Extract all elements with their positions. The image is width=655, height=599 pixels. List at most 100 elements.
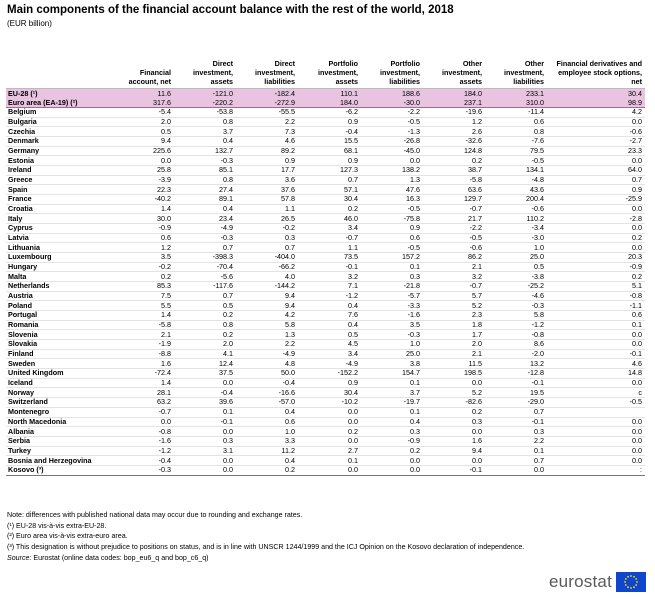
country-name-cell: Greece [6, 175, 122, 186]
table-row: Denmark 9.4 0.4 4.6 15.5 -26.8 -32.6 -7.6 -2.7 [6, 136, 645, 147]
table-row: Slovenia 2.1 0.2 1.3 0.5 -0.3 1.7 -0.8 0.0 [6, 329, 645, 341]
value-cell: -4.9 [236, 349, 298, 360]
value-cell: 5.8 [236, 320, 298, 331]
value-cell: 89.1 [174, 194, 236, 205]
source-line: Source: Eurostat (online data codes: bop… [7, 553, 524, 564]
eu-flag-icon [616, 572, 646, 592]
value-cell: -0.5 [423, 233, 485, 244]
value-cell: -0.3 [174, 233, 236, 244]
value-cell: 4.2 [236, 310, 298, 321]
value-cell: 0.4 [236, 406, 298, 418]
country-name-cell: Switzerland [6, 397, 122, 408]
value-cell: 0.0 [485, 465, 547, 476]
value-cell: 0.4 [236, 455, 298, 466]
value-cell: -4.8 [485, 175, 547, 186]
country-name-cell: Estonia [6, 155, 122, 167]
value-cell: 3.7 [361, 387, 423, 399]
value-cell: -0.1 [298, 262, 361, 273]
value-cell: 0.0 [298, 417, 361, 428]
value-cell: 2.0 [122, 117, 174, 128]
value-cell: -0.9 [547, 262, 645, 273]
value-cell: 0.2 [236, 465, 298, 476]
value-cell: -3.4 [485, 223, 547, 234]
table-row: North Macedonia 0.0 -0.1 0.6 0.0 0.4 0.3 -0.1 0.… [6, 417, 645, 428]
value-cell: -0.4 [174, 387, 236, 399]
value-cell: -1.2 [122, 446, 174, 457]
value-cell: 1.1 [236, 204, 298, 215]
value-cell: -3.3 [361, 300, 423, 312]
value-cell: -1.6 [361, 310, 423, 321]
value-cell: 0.3 [485, 426, 547, 437]
table-row: Croatia 1.4 0.4 1.1 0.2 -0.5 -0.7 -0.6 0.0 [6, 204, 645, 215]
value-cell: 0.1 [174, 406, 236, 418]
value-cell: 30.4 [298, 194, 361, 205]
table-row: Greece -3.9 0.8 3.6 0.7 1.3 -5.8 -4.8 0.7 [6, 175, 645, 186]
value-cell: 3.2 [423, 271, 485, 283]
value-cell: 154.7 [361, 368, 423, 379]
country-name-cell: Finland [6, 349, 122, 360]
value-cell: 0.2 [423, 155, 485, 167]
value-cell: 0.3 [423, 417, 485, 428]
value-cell: 98.9 [547, 98, 645, 108]
value-cell: -25.2 [485, 281, 547, 292]
value-cell: -53.8 [174, 107, 236, 118]
value-cell: -0.7 [298, 233, 361, 244]
value-cell: 0.0 [547, 417, 645, 428]
value-cell: 2.1 [122, 329, 174, 341]
value-cell: -0.5 [361, 204, 423, 215]
country-name-cell: United Kingdom [6, 368, 122, 379]
value-cell: 3.7 [174, 126, 236, 137]
country-name-cell: Romania [6, 320, 122, 331]
table-row: Latvia 0.6 -0.3 0.3 -0.7 0.6 -0.5 -3.0 0.2 [6, 233, 645, 244]
column-header: Other investment, liabilities [485, 43, 547, 89]
country-name-cell: Cyprus [6, 223, 122, 234]
country-name-cell: Albania [6, 426, 122, 437]
table-row: Switzerland 63.2 39.6 -57.0 -10.2 -19.7 -82.6-… [6, 397, 645, 408]
value-cell: 0.5 [298, 329, 361, 341]
value-cell: -1.2 [485, 320, 547, 331]
aggregate-row: Euro area (EA-19) (²) 317.6 -220.2 -272.9 18… [6, 98, 645, 108]
value-cell: 5.2 [423, 300, 485, 312]
value-cell: 0.5 [174, 300, 236, 312]
logo-text: eurostat [548, 572, 612, 591]
value-cell: 200.4 [485, 194, 547, 205]
value-cell: 5.2 [423, 387, 485, 399]
value-cell: -0.1 [485, 377, 547, 389]
value-cell: -2.2 [423, 223, 485, 234]
value-cell: 0.2 [423, 406, 485, 418]
value-cell: 7.3 [236, 126, 298, 137]
table-row: Hungary -0.2 -70.4 -66.2 -0.1 0.1 2.1 0.5 -0.9 [6, 262, 645, 273]
value-cell: 134.1 [485, 165, 547, 176]
value-cell: -0.1 [174, 417, 236, 428]
financial-account-table: Financial account, net Direct investment,… [6, 43, 645, 476]
eurostat-logo: eurostat [549, 572, 646, 592]
value-cell: -144.2 [236, 281, 298, 292]
value-cell: 1.0 [485, 242, 547, 254]
value-cell: 57.8 [236, 194, 298, 205]
value-cell: 188.6 [361, 88, 423, 98]
value-cell: -0.4 [122, 455, 174, 466]
page-title: Main components of the financial account… [7, 4, 454, 16]
country-name-cell: Montenegro [6, 406, 122, 418]
country-name-cell: Turkey [6, 446, 122, 457]
value-cell: 3.4 [298, 349, 361, 360]
value-cell: 57.1 [298, 184, 361, 196]
value-cell: -0.7 [122, 406, 174, 418]
value-cell: 0.9 [236, 155, 298, 167]
value-cell: 50.0 [236, 368, 298, 379]
column-header: Other investment, assets [423, 43, 485, 89]
value-cell: 225.6 [122, 146, 174, 157]
value-cell: 0.0 [547, 426, 645, 437]
table-row: Norway 28.1 -0.4 -16.6 30.4 3.7 5.2 19.5 c [6, 387, 645, 399]
value-cell: -30.0 [361, 98, 423, 108]
table-row: Belgium -5.4 -53.8 -55.5 -6.2 -2.2 -19.6 -11.4 4… [6, 107, 645, 118]
value-cell: 0.0 [174, 377, 236, 389]
value-cell: 4.6 [547, 358, 645, 370]
value-cell: 22.3 [122, 184, 174, 196]
value-cell: 25.0 [485, 252, 547, 263]
value-cell: -1.9 [122, 339, 174, 350]
column-header: Direct investment, assets [174, 43, 236, 89]
country-name-cell: Euro area (EA-19) (²) [6, 98, 122, 108]
table-row: Montenegro -0.7 0.1 0.4 0.0 0.1 0.2 0.7 [6, 406, 645, 418]
value-cell: 7.6 [298, 310, 361, 321]
